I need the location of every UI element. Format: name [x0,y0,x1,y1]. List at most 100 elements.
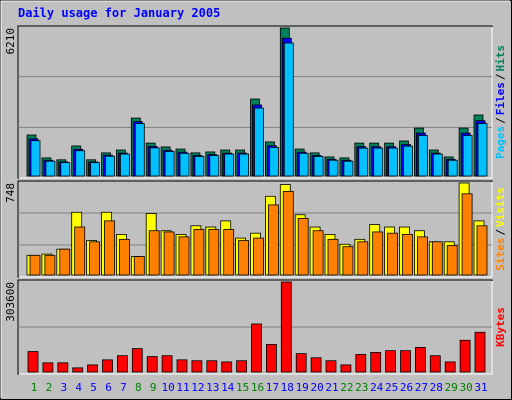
bar [313,156,324,177]
bar [119,238,130,276]
bar [146,356,158,373]
bar [74,226,86,276]
bar [417,135,428,177]
panel-bevel [19,27,493,179]
legend: Sites / Visits [494,187,507,271]
bar [282,190,294,276]
bar [253,237,264,276]
bar [59,248,71,276]
bar [224,153,235,177]
bar [298,152,309,177]
bar [149,147,160,177]
bar [57,362,69,373]
bar [87,364,98,373]
y-tick-label: 303600 [4,282,17,322]
bar [477,123,488,177]
legend-entry: Files [494,82,507,115]
bar [474,331,486,373]
bar [400,350,411,373]
bar [251,323,262,373]
bar [120,153,130,177]
x-tick-label: 30 [459,381,472,394]
bar [325,360,337,373]
bar [238,240,250,276]
x-tick-label: 7 [120,381,127,394]
bar [387,232,399,276]
bar [105,155,115,177]
x-tick-label: 28 [430,381,443,394]
x-tick-label: 9 [150,381,157,394]
x-tick-label: 17 [266,381,279,394]
bar [403,145,413,177]
bar [179,152,190,177]
bar [327,238,339,276]
bar [461,193,473,276]
bar [176,359,188,373]
legend-entry: Sites [494,238,507,271]
bar [328,159,339,177]
bar [312,230,324,276]
bar [462,135,473,177]
bar [373,147,384,177]
y-tick-label: 748 [4,183,17,203]
bar [297,218,309,276]
x-tick-label: 8 [135,381,142,394]
bar [44,254,56,276]
x-tick-label: 1 [31,381,38,394]
legend-separator: / [494,117,507,124]
x-tick-label: 10 [161,381,174,394]
x-tick-label: 26 [400,381,413,394]
x-tick-label: 12 [191,381,204,394]
bar [295,353,307,373]
x-tick-label: 23 [355,381,368,394]
bar [89,241,100,276]
bar [280,281,292,373]
bar [117,355,128,373]
legend: KBytes [494,307,507,347]
bar [358,147,369,177]
bar [72,367,84,373]
panel-bevel [19,281,493,375]
x-tick-label: 21 [325,381,338,394]
bar [432,153,443,177]
bar [431,241,443,276]
bar [310,357,322,373]
bar [194,156,205,177]
bar [191,360,203,373]
x-tick-label: 11 [176,381,189,394]
bar [342,246,354,276]
bar [90,162,100,177]
bar [236,360,248,373]
bar [30,140,41,177]
x-tick-label: 25 [385,381,398,394]
x-tick-label: 5 [90,381,97,394]
bar [193,229,205,276]
bar [388,147,399,177]
bar [178,236,190,276]
bar [447,159,458,177]
bar [444,361,456,373]
bar [102,359,113,373]
bar [254,107,264,177]
y-tick-label: 6210 [4,28,17,55]
bar [27,351,39,373]
bar [45,160,56,177]
bar [131,348,143,373]
bar [163,231,175,276]
bar [372,231,384,276]
bar [104,220,115,276]
x-tick-label: 20 [310,381,323,394]
bar [385,350,397,373]
legend: Pages/Files/Hits [494,45,507,159]
x-tick-label: 31 [474,381,487,394]
legend-entry: KBytes [494,307,507,347]
bar [416,236,428,276]
bar [42,362,54,373]
x-tick-label: 14 [221,381,235,394]
x-tick-label: 15 [236,381,249,394]
bar [357,241,369,276]
x-tick-label: 24 [370,381,384,394]
bar [208,229,220,276]
bar [355,354,367,373]
